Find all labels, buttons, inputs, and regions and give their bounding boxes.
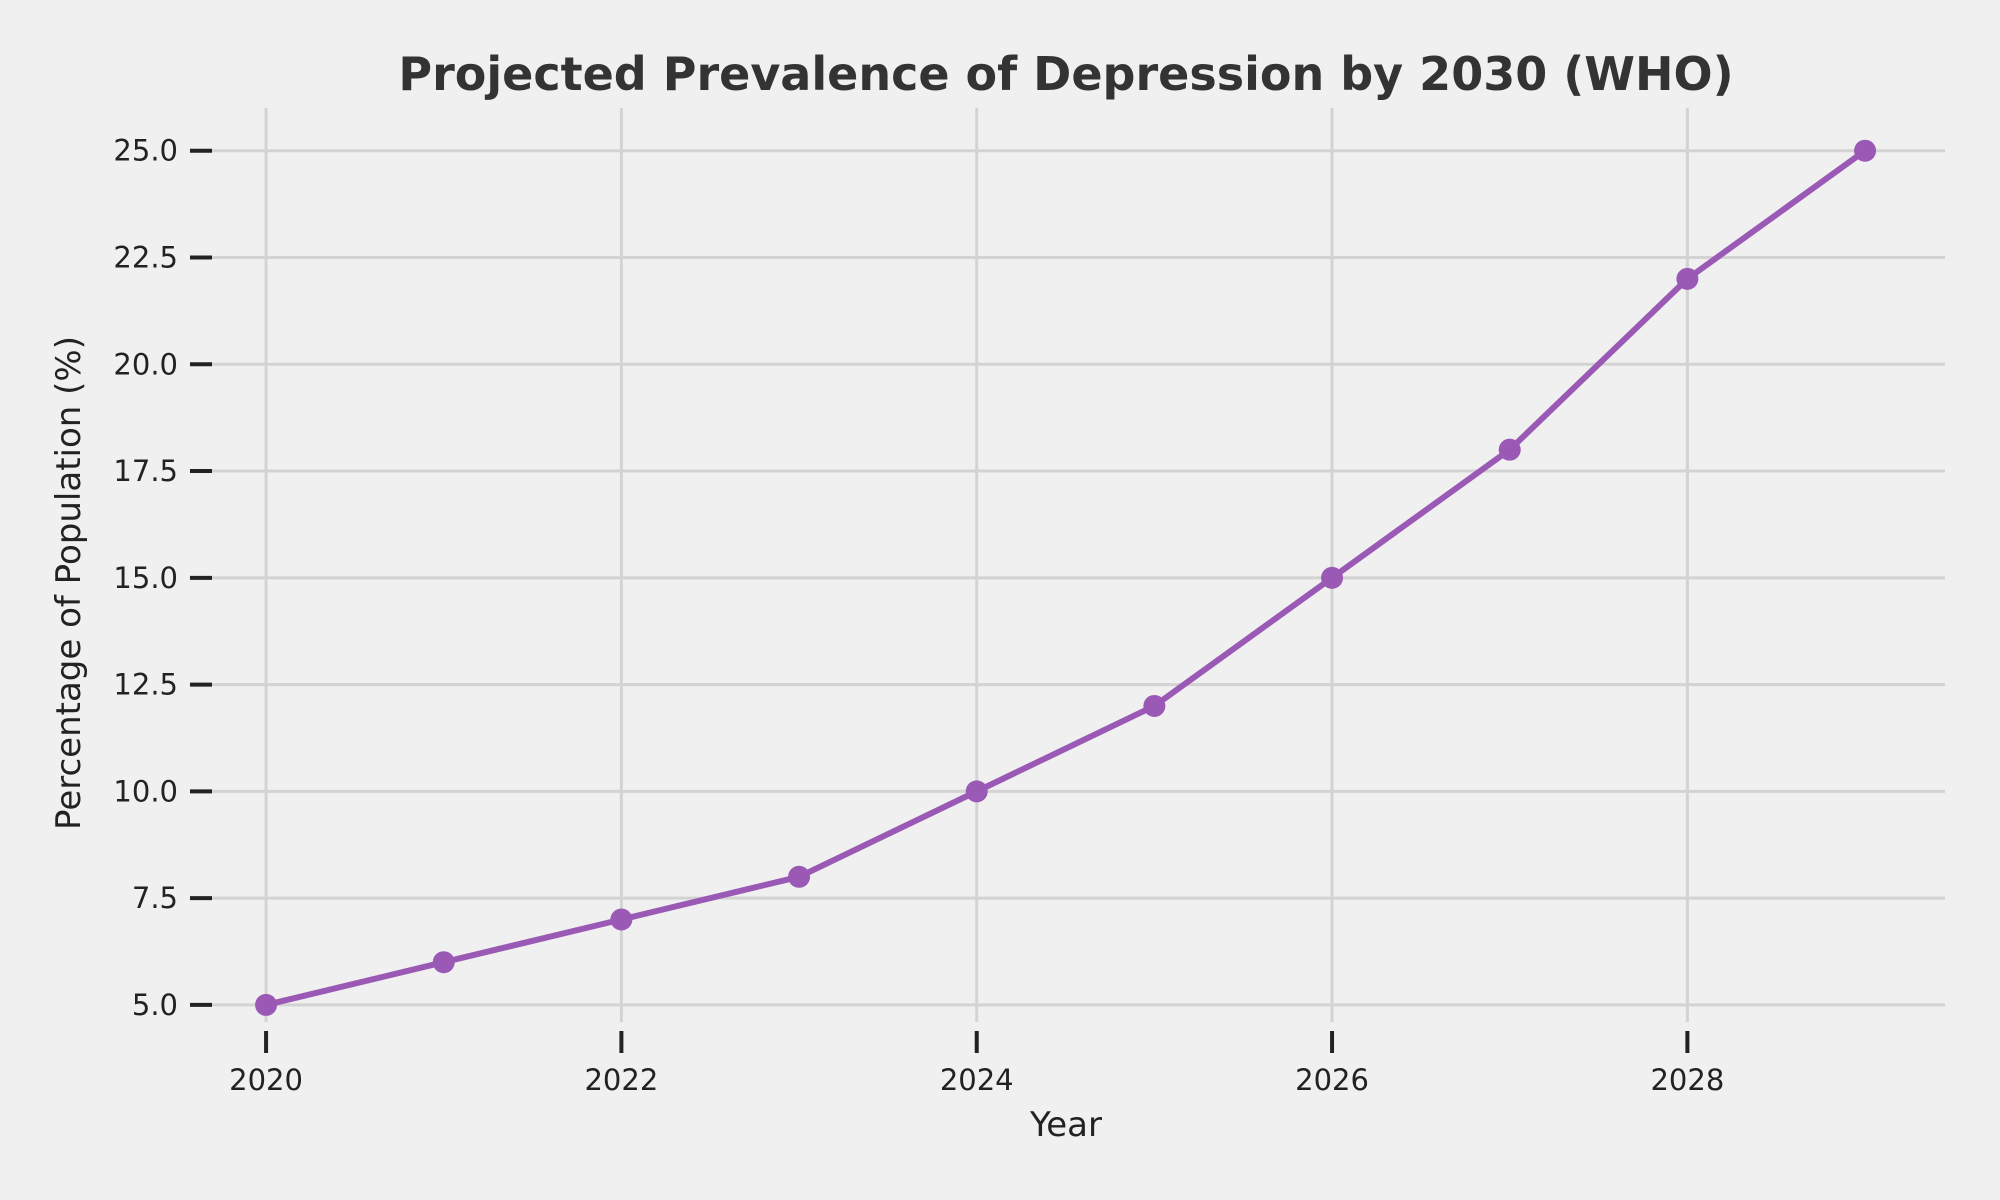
series-line (263, 147, 1869, 1008)
y-tick-label: 12.5 (113, 668, 178, 702)
data-point (788, 865, 811, 888)
y-tick-label: 22.5 (113, 240, 178, 274)
x-tick-label: 2020 (229, 1063, 303, 1097)
chart-title: Projected Prevalence of Depression by 20… (398, 47, 1733, 101)
series-layer (255, 139, 1877, 1016)
y-tick-label: 25.0 (113, 134, 178, 168)
y-tick-label: 20.0 (113, 347, 178, 381)
data-point (255, 993, 278, 1016)
y-tick-label: 10.0 (113, 774, 178, 808)
data-point (610, 908, 633, 931)
grid (195, 108, 1945, 1022)
x-tick-label: 2026 (1295, 1063, 1369, 1097)
x-tick-label: 2022 (584, 1063, 658, 1097)
x-axis-label: Year (1029, 1105, 1102, 1145)
data-point (1676, 267, 1699, 290)
data-point (1854, 139, 1877, 162)
y-tick-label: 15.0 (113, 561, 178, 595)
y-tick-label: 7.5 (132, 881, 178, 915)
data-point (1143, 694, 1166, 717)
data-point (1498, 438, 1521, 461)
x-tick-label: 2028 (1650, 1063, 1724, 1097)
y-tick-label: 5.0 (132, 988, 178, 1022)
data-point (1321, 566, 1344, 589)
data-point (965, 780, 988, 803)
x-tick-label: 2024 (940, 1063, 1014, 1097)
data-point (432, 951, 455, 974)
y-tick-label: 17.5 (113, 454, 178, 488)
y-axis-label: Percentage of Population (%) (49, 336, 89, 830)
axis-ticks: 5.0 7.5 10.0 12.5 15.0 17.5 20.0 22.5 25.0 2020 20… (113, 134, 1724, 1097)
